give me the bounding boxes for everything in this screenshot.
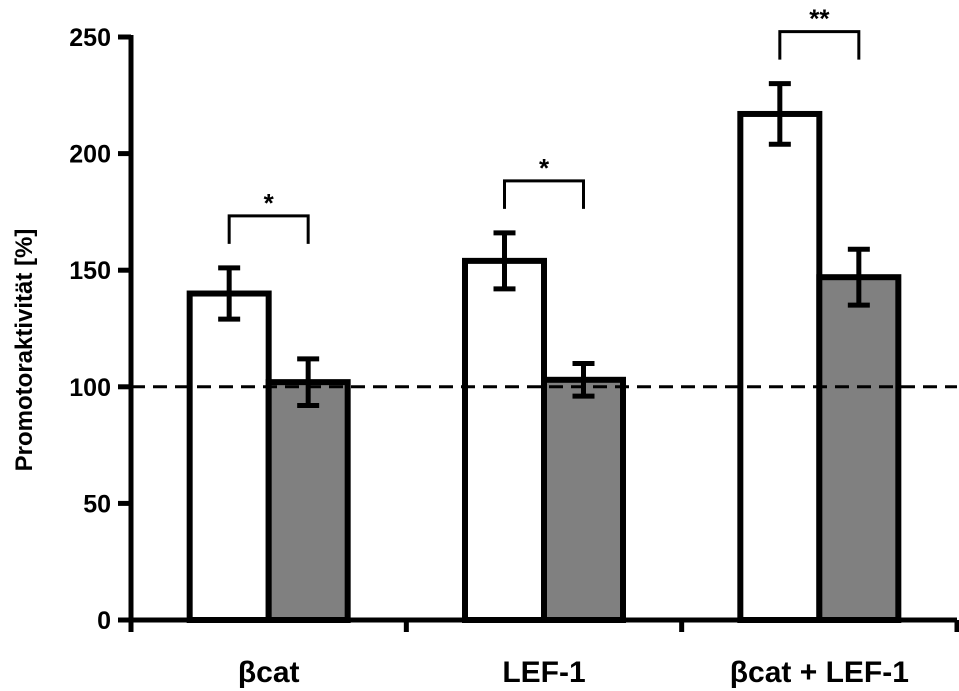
bar — [265, 379, 351, 623]
y-tick-label: 250 — [69, 24, 111, 52]
y-tick-label: 200 — [69, 141, 111, 169]
y-tick-label: 150 — [69, 257, 111, 285]
bar — [816, 274, 902, 623]
significance-bracket — [503, 179, 585, 209]
significance-label: * — [264, 188, 275, 218]
y-axis-title: Promotoraktivität [%] — [11, 229, 38, 472]
significance-bracket — [778, 30, 861, 60]
y-tick-label: 0 — [97, 607, 111, 635]
category-label: LEF-1 — [502, 656, 585, 689]
y-tick-label: 50 — [83, 490, 111, 518]
plot-area: * βcat * LEF-1 ** βcat + LEF-1 0 50 100 150 200 250 — [69, 4, 959, 689]
bar — [186, 290, 272, 623]
category-label: βcat + LEF-1 — [730, 656, 909, 689]
category-label: βcat — [238, 656, 300, 689]
significance-label: ** — [809, 4, 830, 34]
significance-bracket — [227, 214, 310, 244]
y-tick-label: 100 — [69, 374, 111, 402]
bar — [541, 376, 626, 623]
significance-label: * — [539, 153, 550, 183]
bar — [462, 257, 547, 623]
bar — [737, 110, 823, 624]
